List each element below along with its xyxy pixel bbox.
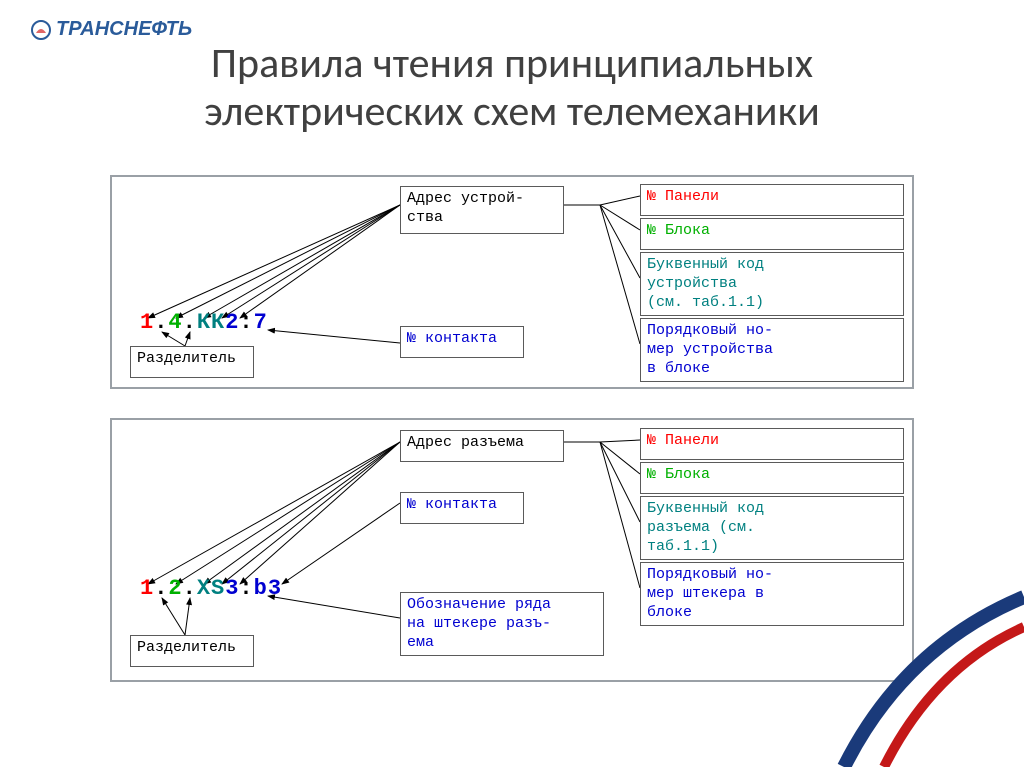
label-box-r_block: № Блока: [640, 218, 904, 250]
address-code: 1.2.XS3:b3: [140, 576, 282, 601]
label-box-separator: Разделитель: [130, 635, 254, 667]
label-box-row: Обозначение ряда на штекере разъ- ема: [400, 592, 604, 656]
label-box-addr: Адрес разъема: [400, 430, 564, 462]
label-box-r_code: Буквенный код устройства (см. таб.1.1): [640, 252, 904, 316]
label-box-addr: Адрес устрой- ства: [400, 186, 564, 234]
brand-text: ТРАНСНЕФТЬ: [56, 18, 192, 40]
label-box-r_code: Буквенный код разъема (см. таб.1.1): [640, 496, 904, 560]
label-box-separator: Разделитель: [130, 346, 254, 378]
label-box-r_ord: Порядковый но- мер устройства в блоке: [640, 318, 904, 382]
label-box-r_block: № Блока: [640, 462, 904, 494]
label-box-r_ord: Порядковый но- мер штекера в блоке: [640, 562, 904, 626]
label-box-contact: № контакта: [400, 326, 524, 358]
brand-logo: ТРАНСНЕФТЬ: [30, 18, 192, 41]
address-code: 1.4.КК2:7: [140, 310, 268, 335]
label-box-contact: № контакта: [400, 492, 524, 524]
page-title: Правила чтения принципиальныхэлектрическ…: [0, 40, 1024, 137]
label-box-r_panel: № Панели: [640, 184, 904, 216]
label-box-r_panel: № Панели: [640, 428, 904, 460]
